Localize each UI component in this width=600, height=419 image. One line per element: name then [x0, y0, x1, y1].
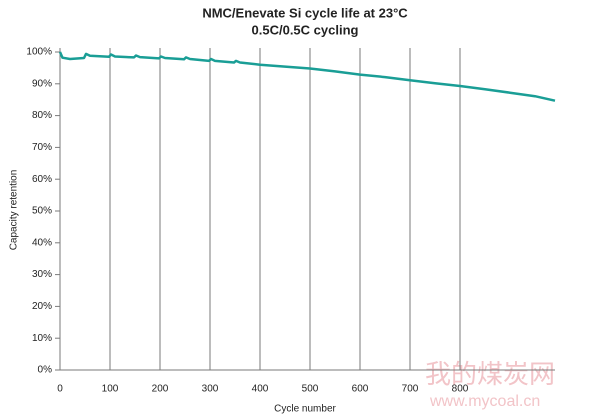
x-tick-label: 800: [452, 384, 469, 395]
x-tick-label: 500: [302, 384, 319, 395]
y-tick-label: 80%: [32, 110, 52, 121]
y-tick-label: 40%: [32, 237, 52, 248]
y-tick-label: 0%: [38, 365, 53, 376]
data-line: [58, 51, 556, 102]
chart-title: NMC/Enevate Si cycle life at 23°C: [202, 5, 408, 20]
y-tick-label: 50%: [32, 206, 52, 217]
y-tick-label: 90%: [32, 78, 52, 89]
x-axis-label: Cycle number: [274, 404, 336, 415]
chart-subtitle: 0.5C/0.5C cycling: [252, 22, 359, 37]
x-tick-label: 600: [352, 384, 369, 395]
y-axis-label: Capacity retention: [9, 170, 20, 251]
x-tick-label: 100: [102, 384, 119, 395]
x-tick-label: 300: [202, 384, 219, 395]
y-tick-label: 70%: [32, 142, 52, 153]
y-tick-label: 20%: [32, 301, 52, 312]
x-tick-label: 200: [152, 384, 169, 395]
y-tick-label: 30%: [32, 269, 52, 280]
y-tick-label: 100%: [26, 47, 52, 58]
y-tick-label: 60%: [32, 174, 52, 185]
x-tick-label: 400: [252, 384, 269, 395]
watermark-text: 我的煤炭网: [425, 359, 555, 389]
y-tick-label: 10%: [32, 333, 52, 344]
watermark-url: www.mycoal.cn: [429, 393, 540, 410]
x-tick-label: 0: [57, 384, 63, 395]
x-tick-label: 700: [402, 384, 419, 395]
